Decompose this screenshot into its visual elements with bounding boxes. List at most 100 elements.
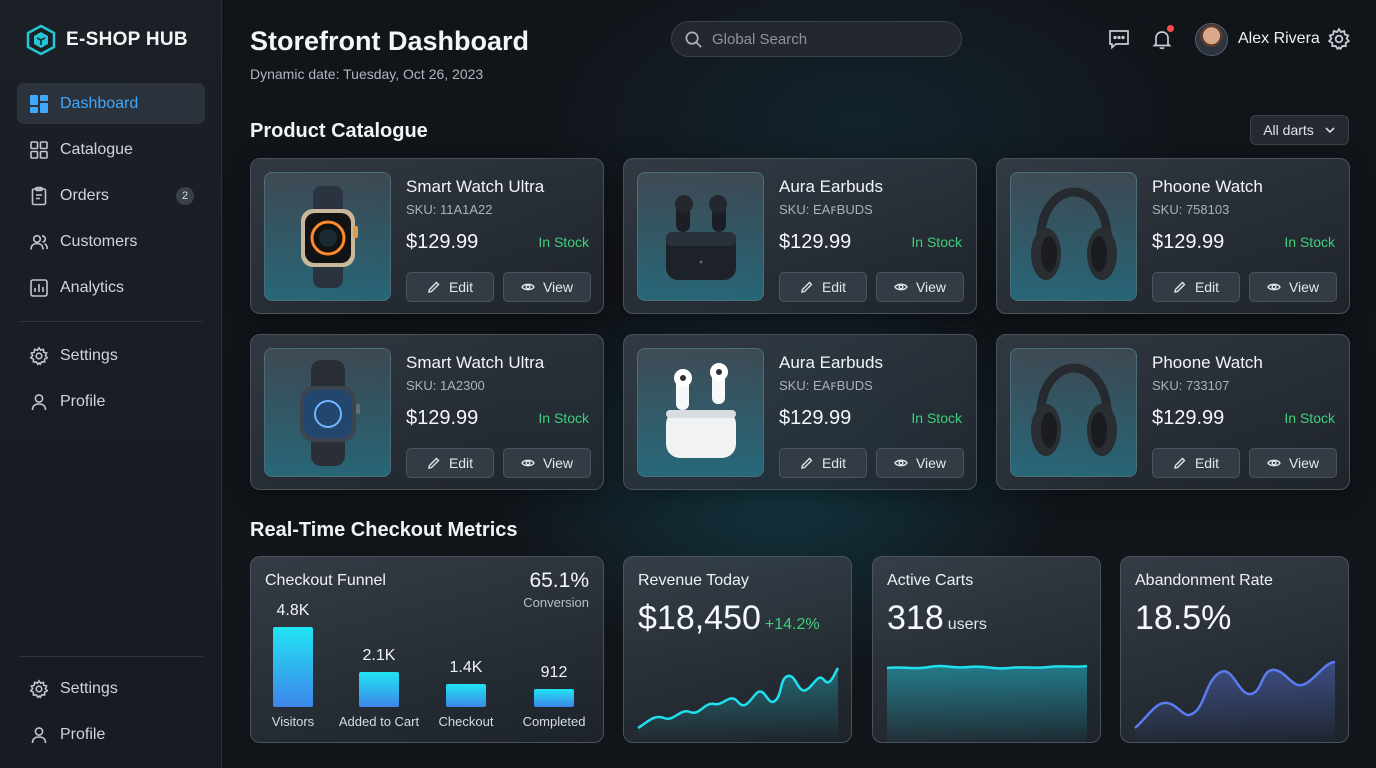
product-image[interactable] [1010,348,1137,477]
product-card[interactable]: Aura Earbuds SKU: EAꜰBUDS $129.99 In Stock E… [623,158,977,314]
product-name[interactable]: Aura Earbuds [779,177,883,196]
metrics-title: Real-Time Checkout Metrics [250,519,518,541]
sidebar-item-customers[interactable]: Customers [17,221,205,262]
product-name[interactable]: Aura Earbuds [779,353,883,372]
funnel-stage-label: Visitors [271,714,315,729]
users-icon [30,234,49,250]
stock-status: In Stock [1284,234,1335,250]
stock-status: In Stock [911,234,962,250]
product-card[interactable]: Aura Earbuds SKU: EAꜰBUDS $129.99 In Stock E… [623,334,977,490]
main-content: Storefront Dashboard Dynamic date: Tuesd… [222,0,1376,768]
product-image[interactable] [637,172,764,301]
user-name[interactable]: Alex Rivera [1238,30,1320,47]
view-button[interactable]: View [876,448,964,478]
catalogue-filter-dropdown[interactable]: All darts [1250,115,1349,145]
funnel-bar-value: 4.8K [276,602,310,619]
view-button[interactable]: View [1249,448,1337,478]
product-sku: SKU: 733107 [1152,378,1230,393]
eye-icon [894,459,908,467]
view-label: View [1288,279,1320,295]
pencil-icon [801,281,813,293]
notification-dot [1167,25,1174,32]
sidebar-item-dashboard[interactable]: Dashboard [17,83,205,124]
settings-gear-icon[interactable] [1327,27,1351,51]
product-name[interactable]: Smart Watch Ultra [406,353,545,372]
funnel-stage-label: Checkout [438,714,494,729]
sidebar-item-profile[interactable]: Profile [17,381,205,422]
sidebar-footer-settings[interactable]: Settings [17,668,205,709]
product-price: $129.99 [406,231,479,253]
sidebar-item-label: Orders [60,186,109,204]
product-card[interactable]: Smart Watch Ultra SKU: 11A1A22 $129.99 In S… [250,158,604,314]
product-price: $129.99 [406,407,479,429]
clipboard-icon [31,186,47,205]
stock-status: In Stock [538,234,589,250]
revenue-label: Revenue Today [638,572,749,589]
eye-icon [521,283,535,291]
product-image[interactable] [264,172,391,301]
product-image[interactable] [637,348,764,477]
sidebar-item-label: Profile [60,392,106,410]
revenue-delta: +14.2% [764,616,820,633]
avatar[interactable] [1195,23,1228,56]
view-label: View [915,455,947,471]
product-price: $129.99 [1152,407,1225,429]
product-name[interactable]: Phoone Watch [1152,353,1263,372]
product-card[interactable]: Smart Watch Ultra SKU: 1A2300 $129.99 In St… [250,334,604,490]
edit-button[interactable]: Edit [779,448,867,478]
edit-label: Edit [448,455,474,471]
stock-status: In Stock [538,410,589,426]
edit-button[interactable]: Edit [779,272,867,302]
product-card[interactable]: Phoone Watch SKU: 758103 $129.99 In Stock Ed… [996,158,1350,314]
pencil-icon [428,457,440,469]
brand[interactable]: E-SHOP HUB [26,24,188,56]
sidebar-item-orders[interactable]: Orders 2 [17,175,205,216]
product-price: $129.99 [779,407,852,429]
eye-icon [521,459,535,467]
pencil-icon [428,281,440,293]
sidebar-footer-profile[interactable]: Profile [17,714,205,755]
view-button[interactable]: View [503,272,591,302]
global-search[interactable] [671,21,962,57]
chart-icon [30,278,48,297]
conversion-value: 65.1% [529,569,589,592]
product-sku: SKU: 758103 [1152,202,1230,217]
messages-icon[interactable] [1107,27,1131,51]
funnel-bar-value: 912 [540,664,568,681]
edit-button[interactable]: Edit [1152,272,1240,302]
sidebar-item-settings[interactable]: Settings [17,335,205,376]
sidebar-item-analytics[interactable]: Analytics [17,267,205,308]
stock-status: In Stock [911,410,962,426]
product-image[interactable] [264,348,391,477]
sidebar-item-label: Analytics [60,278,125,296]
edit-label: Edit [1194,455,1220,471]
brand-logo-icon [26,24,56,56]
edit-button[interactable]: Edit [406,448,494,478]
product-sku: SKU: EAꜰBUDS [779,202,873,217]
search-icon [685,31,702,48]
page-date: Dynamic date: Tuesday, Oct 26, 2023 [250,66,484,82]
funnel-stage-label: Completed [522,714,586,729]
product-price: $129.99 [779,231,852,253]
view-button[interactable]: View [503,448,591,478]
sidebar-item-catalogue[interactable]: Catalogue [17,129,205,170]
product-card[interactable]: Phoone Watch SKU: 733107 $129.99 In Stock Ed… [996,334,1350,490]
pencil-icon [801,457,813,469]
product-name[interactable]: Phoone Watch [1152,177,1263,196]
product-name[interactable]: Smart Watch Ultra [406,177,545,196]
funnel-stage-label: Added to Cart [338,714,420,729]
carts-label: Active Carts [887,572,974,589]
edit-button[interactable]: Edit [1152,448,1240,478]
chevron-down-icon [1325,127,1335,134]
search-input[interactable] [712,30,942,48]
checkout-funnel-card: Checkout Funnel 65.1% Conversion 4.8K Vis… [250,556,604,743]
view-button[interactable]: View [1249,272,1337,302]
carts-value-row: 318 users [887,599,987,638]
conversion-label: Conversion [523,595,589,610]
edit-button[interactable]: Edit [406,272,494,302]
funnel-label: Checkout Funnel [265,572,386,589]
product-image[interactable] [1010,172,1137,301]
bell-icon[interactable] [1150,27,1174,51]
sidebar: E-SHOP HUB Dashboard Catalogue Order [0,0,222,768]
view-button[interactable]: View [876,272,964,302]
